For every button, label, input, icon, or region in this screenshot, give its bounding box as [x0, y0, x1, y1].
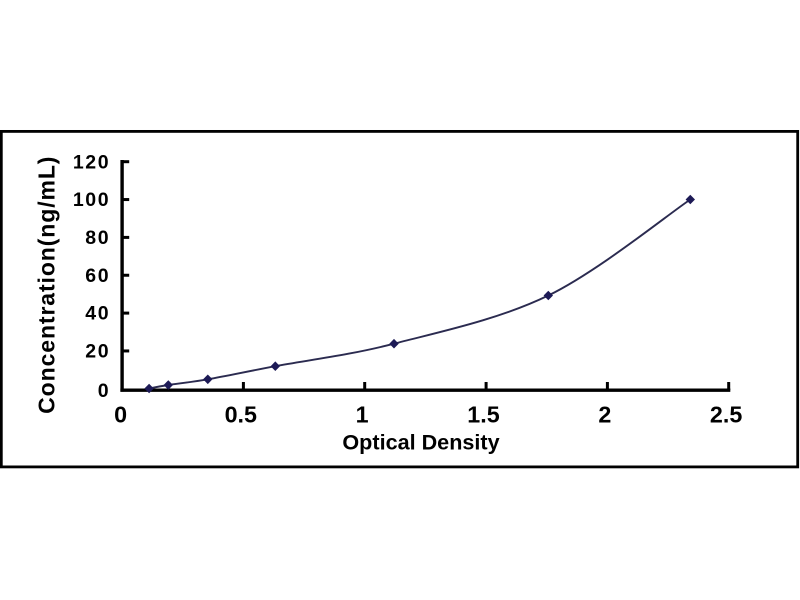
svg-text:0: 0 — [114, 402, 127, 428]
svg-text:1: 1 — [356, 402, 369, 428]
svg-text:120: 120 — [73, 151, 110, 173]
svg-text:60: 60 — [85, 265, 110, 287]
svg-text:Concentration(ng/mL): Concentration(ng/mL) — [34, 156, 60, 414]
svg-text:100: 100 — [73, 189, 110, 211]
svg-text:20: 20 — [85, 341, 110, 363]
svg-text:Optical Density: Optical Density — [342, 430, 499, 455]
svg-text:2.5: 2.5 — [710, 402, 742, 428]
svg-text:0: 0 — [98, 380, 110, 402]
svg-text:0.5: 0.5 — [225, 402, 257, 428]
svg-text:80: 80 — [85, 227, 110, 249]
svg-text:40: 40 — [85, 303, 110, 325]
svg-text:1.5: 1.5 — [467, 402, 499, 428]
svg-text:2: 2 — [598, 402, 611, 428]
